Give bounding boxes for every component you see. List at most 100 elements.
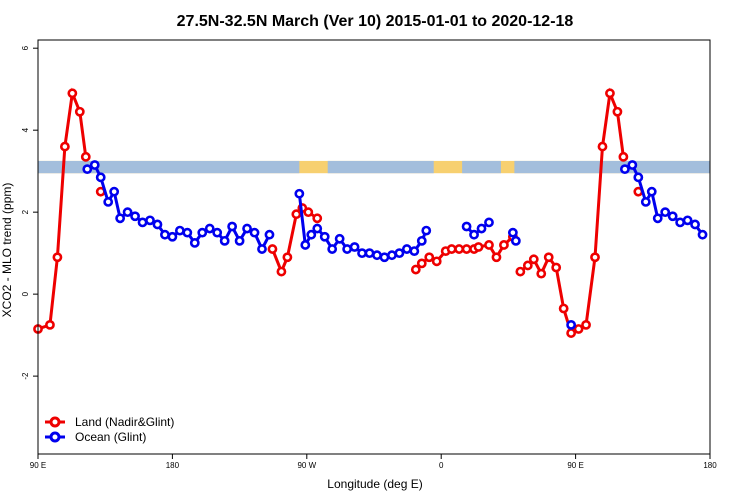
y-tick-label: 0 <box>21 291 30 296</box>
x-tick-label: 90 E <box>567 461 583 470</box>
data-point <box>319 231 330 242</box>
data-point <box>59 141 70 152</box>
data-point <box>109 186 120 197</box>
data-point <box>45 319 55 330</box>
legend-land-label: Land (Nadir&Glint) <box>75 415 174 429</box>
data-point <box>551 262 562 273</box>
data-point <box>167 231 178 242</box>
data-point <box>409 246 420 256</box>
data-point <box>234 235 245 246</box>
legend: Land (Nadir&Glint) Ocean (Glint) <box>45 415 174 444</box>
data-point <box>122 207 133 218</box>
data-point <box>461 221 472 232</box>
data-point <box>543 252 554 263</box>
data-point <box>342 244 353 254</box>
y-tick-label: 4 <box>21 127 30 132</box>
data-point <box>484 217 494 228</box>
data-point <box>182 227 193 238</box>
series-line-0 <box>37 87 88 331</box>
data-point <box>249 227 260 238</box>
data-point <box>174 225 185 236</box>
data-point <box>291 209 302 220</box>
legend-ocean-marker <box>49 431 61 443</box>
data-point <box>300 240 311 250</box>
data-point <box>558 303 569 314</box>
data-point <box>507 227 518 238</box>
data-point <box>103 197 114 207</box>
data-point <box>528 254 539 265</box>
data-point <box>74 106 85 117</box>
data-point <box>312 213 323 224</box>
x-tick-label: 0 <box>439 461 444 470</box>
y-tick-label: 2 <box>21 209 30 214</box>
data-point <box>590 252 600 263</box>
y-axis-label: XCO2 - MLO trend (ppm) <box>0 183 14 318</box>
data-point <box>242 223 252 234</box>
data-point <box>327 244 338 254</box>
plot-frame <box>37 39 711 455</box>
data-point <box>282 252 293 263</box>
data-point <box>454 244 465 254</box>
data-point <box>357 248 367 259</box>
data-point <box>566 328 577 338</box>
data-point <box>219 235 230 246</box>
map-strip-ocean <box>514 160 710 174</box>
series-layer <box>33 87 708 338</box>
data-point <box>152 219 163 230</box>
data-point <box>364 248 375 259</box>
data-point <box>416 235 427 246</box>
data-point <box>82 164 93 175</box>
data-point <box>627 160 638 170</box>
data-point <box>581 319 591 330</box>
data-point <box>89 160 100 170</box>
data-point <box>619 164 630 175</box>
data-point <box>690 219 700 230</box>
data-point <box>499 240 509 250</box>
data-point <box>573 324 584 334</box>
data-point <box>431 256 442 267</box>
data-point <box>522 260 533 271</box>
data-point <box>633 172 644 183</box>
y-tick-label: -2 <box>21 372 30 380</box>
data-point <box>416 258 427 269</box>
data-point <box>145 215 155 226</box>
data-point <box>675 217 686 228</box>
data-point <box>137 217 148 228</box>
data-point <box>515 266 526 277</box>
data-point <box>379 252 390 263</box>
data-point <box>394 248 405 259</box>
data-point <box>115 213 126 224</box>
data-point <box>267 244 278 254</box>
data-point <box>401 244 412 254</box>
series-line-0 <box>519 87 625 336</box>
y-axis: -2 0 2 4 6 <box>21 45 38 380</box>
data-point <box>160 229 170 240</box>
data-point <box>334 233 345 244</box>
data-point <box>446 244 457 254</box>
data-point <box>410 264 421 275</box>
map-strip-ocean <box>38 160 300 174</box>
data-point <box>95 172 106 183</box>
legend-ocean-label: Ocean (Glint) <box>75 430 146 444</box>
x-tick-label: 180 <box>703 461 717 470</box>
data-point <box>372 250 382 261</box>
data-point <box>597 141 608 152</box>
data-point <box>212 227 223 238</box>
data-point <box>197 227 208 238</box>
data-point <box>476 223 487 234</box>
data-point <box>189 238 200 248</box>
data-point <box>682 215 693 226</box>
data-point <box>303 207 314 218</box>
data-point <box>461 244 472 254</box>
data-point <box>646 186 657 197</box>
data-point <box>227 221 238 232</box>
data-point <box>660 207 671 218</box>
y-tick-label: 6 <box>21 45 30 50</box>
data-point <box>130 211 140 222</box>
data-point <box>566 319 577 330</box>
data-point <box>349 242 360 252</box>
data-point <box>510 235 521 246</box>
data-point <box>469 229 479 240</box>
data-point <box>67 88 78 99</box>
